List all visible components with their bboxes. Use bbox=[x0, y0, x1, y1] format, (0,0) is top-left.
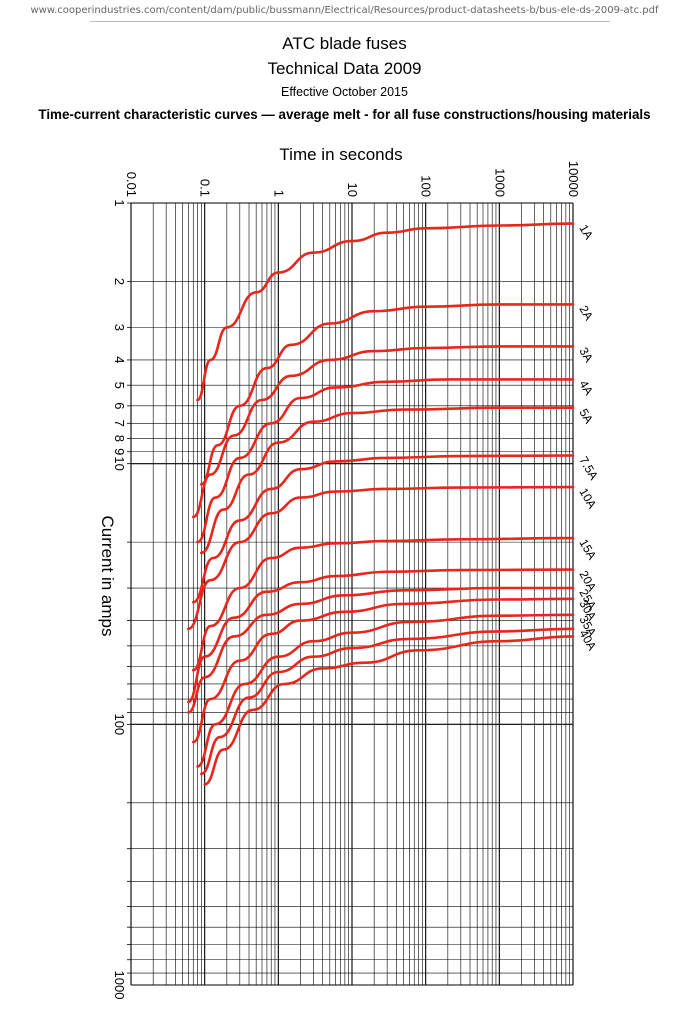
curve-15A bbox=[192, 536, 575, 672]
x-tick-label: 10000 bbox=[566, 161, 581, 197]
curve-2A bbox=[200, 303, 575, 486]
x-tick-label: 100 bbox=[419, 175, 434, 197]
y-tick-label: 1 bbox=[112, 199, 127, 206]
curve-label: 15A bbox=[576, 537, 599, 562]
curve-label: 1A bbox=[576, 222, 595, 242]
y-tick-label: 1000 bbox=[112, 971, 127, 1000]
curve-7.5A bbox=[192, 454, 575, 604]
y-tick-label: 10 bbox=[112, 456, 127, 470]
curve-4A bbox=[196, 378, 575, 544]
y-tick-label: 3 bbox=[112, 324, 127, 331]
curve-label: 2A bbox=[576, 303, 595, 323]
y-tick-label: 8 bbox=[112, 435, 127, 442]
curve-35A bbox=[196, 613, 575, 768]
y-tick-label: 2 bbox=[112, 278, 127, 285]
curve-1A bbox=[196, 222, 575, 402]
curve-20A bbox=[187, 568, 575, 704]
x-tick-label: 0.1 bbox=[198, 179, 213, 197]
x-axis-title: Time in seconds bbox=[279, 145, 403, 164]
curve-label: 7.5A bbox=[576, 454, 600, 482]
x-tick-label: 1000 bbox=[492, 168, 507, 197]
y-tick-label: 6 bbox=[112, 402, 127, 409]
curve-curve-14 bbox=[203, 635, 575, 786]
effective-date: Effective October 2015 bbox=[281, 85, 408, 99]
y-tick-label: 4 bbox=[112, 356, 127, 363]
x-tick-label: 10 bbox=[345, 183, 360, 197]
y-tick-label: 7 bbox=[112, 420, 127, 427]
curve-label: 4A bbox=[576, 378, 595, 398]
curve-5A bbox=[200, 406, 575, 555]
page-title: ATC blade fuses bbox=[282, 34, 407, 53]
page-subtitle: Technical Data 2009 bbox=[267, 59, 422, 78]
curve-3A bbox=[192, 345, 575, 519]
x-tick-label: 0.01 bbox=[124, 172, 139, 197]
curve-10A bbox=[187, 485, 575, 631]
source-url[interactable]: www.cooperindustries.com/content/dam/pub… bbox=[30, 5, 659, 16]
curve-30A bbox=[192, 597, 575, 744]
curve-label: 10A bbox=[576, 486, 599, 511]
chart-heading: Time-current characteristic curves — ave… bbox=[38, 107, 651, 122]
curve-label: 3A bbox=[576, 345, 595, 365]
y-tick-label: 9 bbox=[112, 448, 127, 455]
curve-25A bbox=[187, 586, 575, 714]
y-tick-label: 5 bbox=[112, 382, 127, 389]
x-tick-label: 1 bbox=[271, 190, 286, 197]
y-tick-label: 100 bbox=[112, 713, 127, 735]
curve-label: 5A bbox=[576, 406, 595, 426]
url-divider bbox=[90, 21, 610, 22]
curve-40A bbox=[200, 627, 575, 776]
